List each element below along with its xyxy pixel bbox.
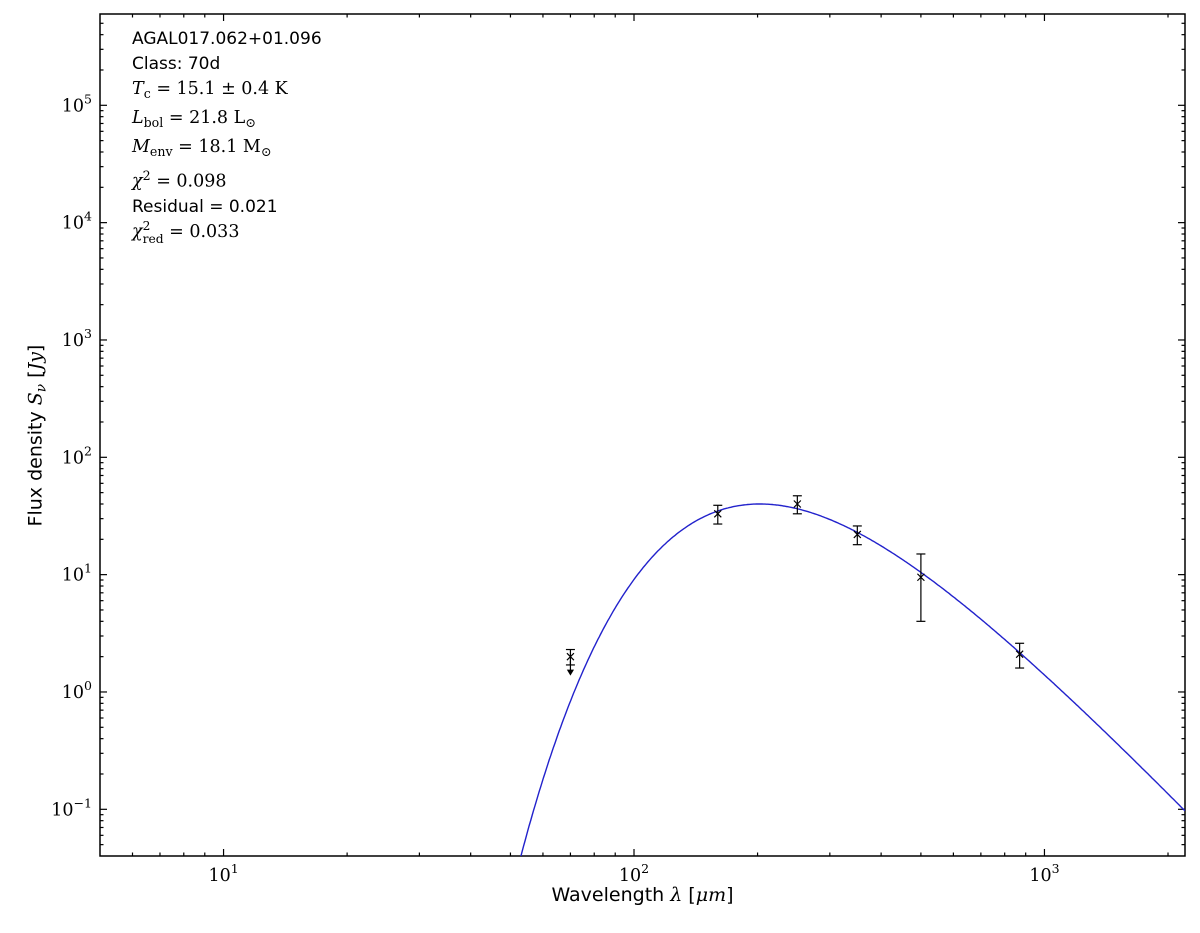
y-tick-label: 104 [62,209,92,234]
axes-frame [99,13,1186,857]
y-tick-label: 10−1 [51,795,92,820]
chi-squared: χ2 = 0.098 [132,168,227,192]
dust-temperature: Tc = 15.1 ± 0.4 K [132,79,288,101]
photometry-point [852,525,862,546]
down-arrow-icon [566,669,575,676]
envelope-mass: Menv = 18.1 M⊙ [132,136,272,159]
photometry-point [1015,642,1025,669]
y-tick-label: 101 [62,561,92,586]
class-label: Class: 70d [132,54,221,74]
bolometric-luminosity: Lbol = 21.8 L⊙ [132,107,256,130]
x-tick-label: 101 [208,861,238,886]
y-tick-label: 103 [62,326,92,351]
y-tick-label: 102 [62,443,92,468]
y-tick-label: 100 [62,678,92,703]
y-tick-label: 105 [62,91,92,116]
y-axis-label: Flux density Sν [Jy] [24,344,50,527]
x-axis-label: Wavelength λ [μm] [551,884,734,906]
upper-limit-point [565,648,575,676]
fit-info-block: AGAL017.062+01.096 Class: 70d Tc = 15.1 ± … [132,27,322,245]
chi-squared-reduced: χ 2 red = 0.033 [132,219,240,246]
photometry-point [792,495,802,515]
data-points [565,495,1025,676]
photometry-point [713,504,723,525]
x-tick-label: 103 [1029,861,1059,886]
model-curve [520,503,1185,856]
axis-ticks [100,14,1185,856]
photometry-point [916,553,926,622]
x-tick-label: 102 [619,861,649,886]
source-name: AGAL017.062+01.096 [132,29,322,49]
residual: Residual = 0.021 [132,196,278,217]
